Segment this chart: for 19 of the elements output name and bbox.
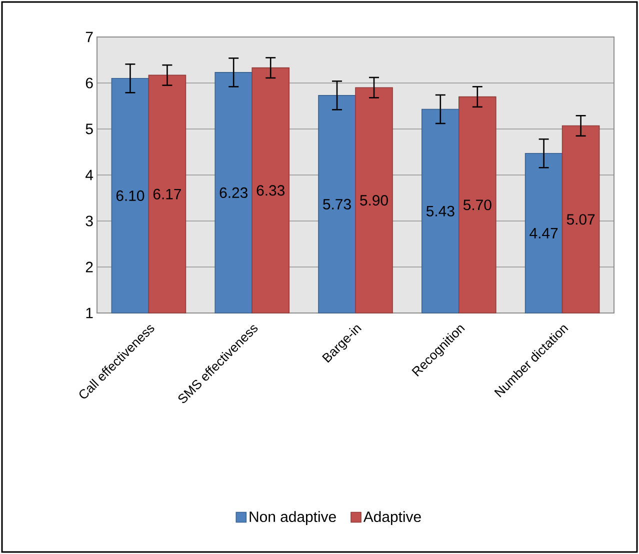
y-tick-label: 7 <box>86 32 93 42</box>
data-label: 6.10 <box>116 190 144 201</box>
data-label: 4.47 <box>530 228 558 238</box>
legend-label: Non adaptive <box>250 511 336 525</box>
y-tick-label: 2 <box>86 262 93 272</box>
data-label: 6.33 <box>256 185 284 196</box>
data-label: 5.90 <box>360 195 388 206</box>
data-label: 5.70 <box>463 200 492 210</box>
data-label: 5.73 <box>323 198 351 210</box>
data-label: 5.07 <box>566 214 595 225</box>
data-label: 6.23 <box>220 187 248 198</box>
y-tick-label: 5 <box>86 124 93 134</box>
y-tick-label: 1 <box>86 308 93 318</box>
y-tick-label: 4 <box>86 170 94 180</box>
data-label: 6.17 <box>153 188 181 200</box>
y-tick-label: 6 <box>86 78 93 88</box>
data-label: 5.43 <box>426 206 454 216</box>
legend-label: Adaptive <box>363 511 421 525</box>
y-tick-label: 3 <box>86 216 93 226</box>
